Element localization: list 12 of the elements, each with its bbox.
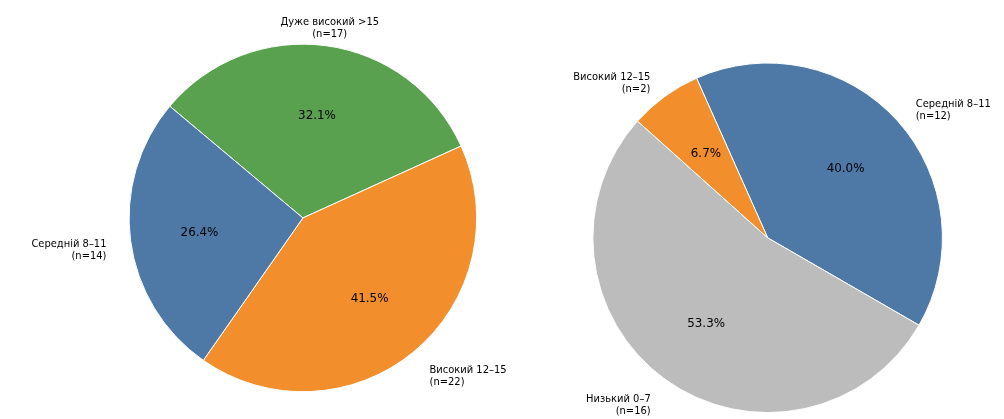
data-label: 32.1% xyxy=(298,107,336,122)
data-label: 26.4% xyxy=(180,224,219,239)
slice-label: Низький 0–7 (n=16) xyxy=(586,393,651,417)
data-label: 53.3% xyxy=(687,315,726,330)
slice-label: Середній 8–11 (n=12) xyxy=(915,98,991,122)
slice-label: Високий 12–15 (n=22) xyxy=(429,364,507,388)
data-label: 41.5% xyxy=(350,291,389,306)
data-label: 6.7% xyxy=(690,146,722,160)
slice-label: Високий 12–15 (n=2) xyxy=(573,70,651,94)
slice-label: Середній 8–11 (n=14) xyxy=(31,237,107,261)
slice-label: Дуже високий >15 (n=17) xyxy=(280,15,380,39)
data-label: 40.0% xyxy=(826,160,865,175)
